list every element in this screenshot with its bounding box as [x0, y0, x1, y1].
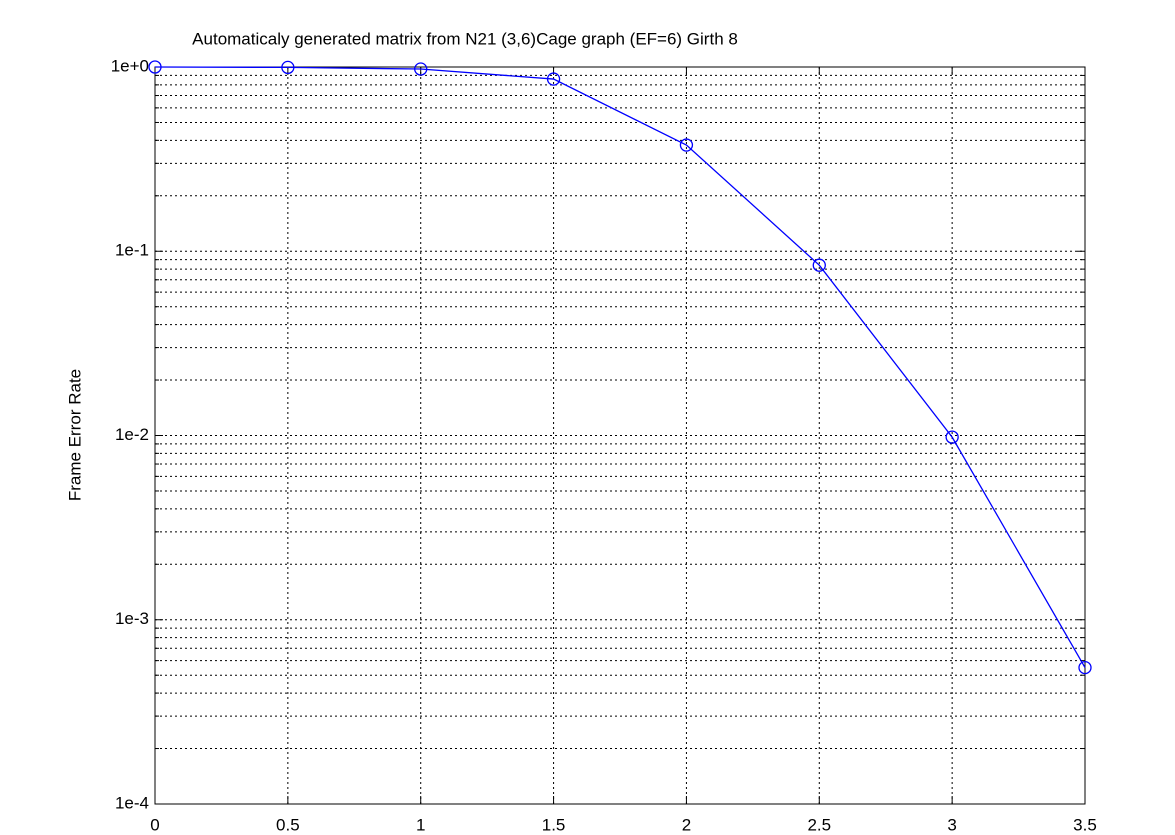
- data-point: [1078, 660, 1092, 675]
- y-axis-label: Frame Error Rate: [65, 369, 84, 501]
- y-tick-label: 1e-4: [115, 793, 149, 812]
- data-point: [945, 430, 959, 444]
- x-tick-label: 1: [416, 815, 425, 834]
- y-tick-label: 1e-2: [115, 425, 149, 444]
- x-tick-label: 3.5: [1073, 815, 1097, 834]
- data-point: [546, 72, 561, 86]
- x-tick-label: 3: [947, 815, 956, 834]
- data-point: [148, 60, 162, 74]
- data-point: [414, 62, 428, 76]
- x-tick-label: 2.5: [807, 815, 831, 834]
- x-tick-label: 1.5: [542, 815, 566, 834]
- y-tick-label: 1e-1: [115, 241, 149, 260]
- series-line: [154, 66, 1086, 668]
- x-tick-label: 0.5: [276, 815, 300, 834]
- x-tick-label: 2: [682, 815, 691, 834]
- data-point: [281, 60, 295, 75]
- data-point: [679, 138, 694, 152]
- y-tick-label: 1e+0: [111, 56, 149, 75]
- y-tick-label: 1e-3: [115, 609, 149, 628]
- data-point: [812, 258, 826, 272]
- chart-title: Automaticaly generated matrix from N21 (…: [192, 29, 738, 48]
- x-tick-label: 0: [150, 815, 159, 834]
